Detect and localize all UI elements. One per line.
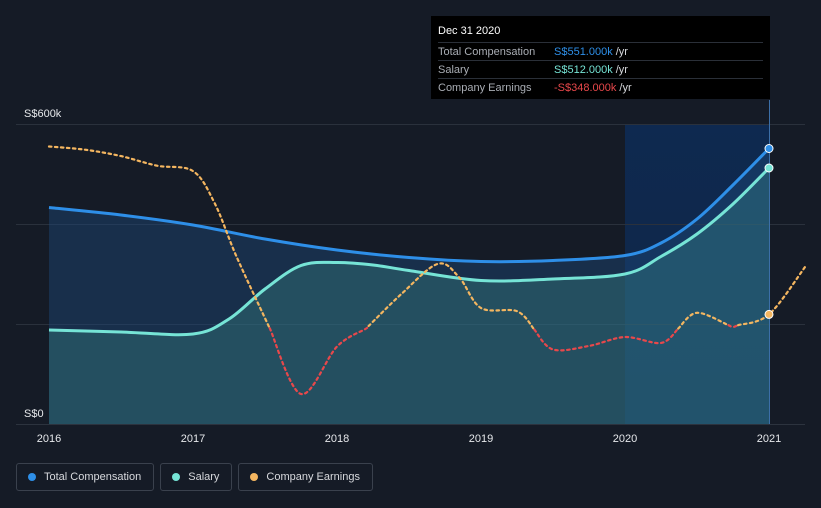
tooltip-row-earnings: Company Earnings -S$348.000k /yr [438, 78, 763, 96]
y-tick-label: S$0 [24, 408, 44, 420]
legend-dot-icon [250, 473, 259, 481]
tooltip-label: Total Compensation [438, 45, 536, 58]
tooltip: Dec 31 2020 Total Compensation S$551.000… [431, 16, 770, 99]
x-tick-label: 2021 [757, 433, 781, 445]
company-earnings-point [764, 309, 774, 319]
legend-label: Total Compensation [44, 471, 142, 483]
x-tick-label: 2017 [181, 433, 205, 445]
tooltip-unit: /yr [615, 63, 628, 76]
x-tick-label: 2019 [469, 433, 493, 445]
tooltip-value: S$551.000k [554, 45, 613, 58]
tooltip-value: -S$348.000k [554, 81, 617, 94]
legend: Total Compensation Salary Company Earnin… [16, 463, 373, 491]
company-earnings-line-positive [47, 145, 271, 330]
company-earnings-line-negative [533, 327, 680, 352]
total-compensation-point [764, 144, 774, 153]
y-tick-label: S$600k [24, 108, 62, 120]
total-compensation-line [48, 147, 771, 264]
tooltip-unit: /yr [615, 45, 628, 58]
legend-label: Company Earnings [266, 471, 360, 483]
salary-line [48, 166, 771, 337]
company-earnings-line-negative [727, 324, 740, 329]
tooltip-unit: /yr [619, 81, 632, 94]
tooltip-date: Dec 31 2020 [438, 25, 501, 37]
legend-item-salary[interactable]: Salary [160, 463, 233, 491]
x-tick-label: 2020 [613, 433, 637, 445]
x-tick-label: 2018 [325, 433, 349, 445]
company-earnings-line-negative [268, 324, 371, 396]
salary-area [49, 168, 769, 424]
tooltip-value: S$512.000k [554, 63, 613, 76]
company-earnings-line-positive [677, 311, 730, 330]
tooltip-row-total: Total Compensation S$551.000k /yr [438, 42, 763, 60]
company-earnings-line-positive [367, 262, 536, 331]
legend-item-company-earnings[interactable]: Company Earnings [238, 463, 373, 491]
salary-point [764, 163, 774, 173]
legend-dot-icon [28, 473, 36, 481]
x-tick-label: 2016 [37, 433, 61, 445]
legend-item-total-compensation[interactable]: Total Compensation [16, 463, 155, 491]
tooltip-row-salary: Salary S$512.000k /yr [438, 60, 763, 78]
legend-dot-icon [172, 473, 181, 481]
tooltip-label: Company Earnings [438, 81, 532, 94]
tooltip-label: Salary [438, 63, 470, 76]
legend-label: Salary [188, 471, 220, 483]
